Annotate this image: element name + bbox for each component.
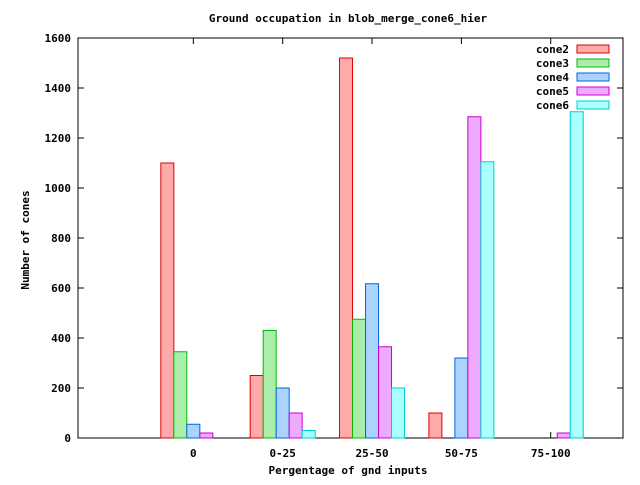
y-tick-label: 200 [51,382,71,395]
y-tick-label: 1400 [45,82,72,95]
y-tick-label: 400 [51,332,71,345]
legend-label-cone6: cone6 [536,99,569,112]
x-tick-label: 75-100 [531,447,571,460]
bar-cone2-0 [160,162,175,439]
bar-cone2-25-50 [339,57,354,439]
bar-cone4-0-25 [275,387,290,439]
legend-swatch-cone3 [576,58,610,68]
bar-cone5-0 [199,432,214,439]
bar-cone6-50-75 [480,161,495,439]
bar-cone5-50-75 [467,116,482,439]
y-tick-label: 1000 [45,182,72,195]
legend-swatch-cone5 [576,86,610,96]
legend-label-cone3: cone3 [536,57,569,70]
bar-cone4-25-50 [365,283,380,439]
legend-label-cone2: cone2 [536,43,569,56]
y-axis-ticks: 0 200 400 600 800 1000 1200 1400 1600 [45,32,623,445]
chart-title: Ground occupation in blob_merge_cone6_hi… [209,12,488,25]
bar-cone3-0-25 [262,330,277,439]
legend-swatch-cone2 [576,44,610,54]
x-tick-label: 0 [190,447,197,460]
legend-label-cone4: cone4 [536,71,569,84]
x-tick-label: 50-75 [445,447,478,460]
x-axis-ticks: 0 0-25 25-50 50-75 75-100 [190,38,571,460]
y-tick-label: 0 [64,432,71,445]
bar-cone6-0-25 [301,430,316,439]
bar-cone5-75-100 [556,432,571,439]
y-tick-label: 1200 [45,132,72,145]
y-tick-label: 1600 [45,32,72,45]
bar-cone3-0 [173,351,188,439]
y-tick-label: 800 [51,232,71,245]
x-axis-label: Pergentage of gnd inputs [269,464,428,477]
bar-cone6-75-100 [569,111,584,439]
x-tick-label: 25-50 [355,447,388,460]
bar-cone6-25-50 [391,387,406,439]
bar-cone5-0-25 [288,412,303,439]
bar-cone4-50-75 [454,357,469,439]
legend-swatch-cone6 [576,100,610,110]
legend-label-cone5: cone5 [536,85,569,98]
y-tick-label: 600 [51,282,71,295]
bar-cone2-50-75 [428,412,443,439]
legend-swatch-cone4 [576,72,610,82]
y-axis-label: Number of cones [19,190,32,289]
x-tick-label: 0-25 [269,447,296,460]
bar-cone5-25-50 [378,346,393,439]
bar-cone3-25-50 [352,318,367,439]
bar-cone4-0 [186,423,201,439]
bars [160,57,584,439]
bar-cone2-0-25 [249,375,264,439]
